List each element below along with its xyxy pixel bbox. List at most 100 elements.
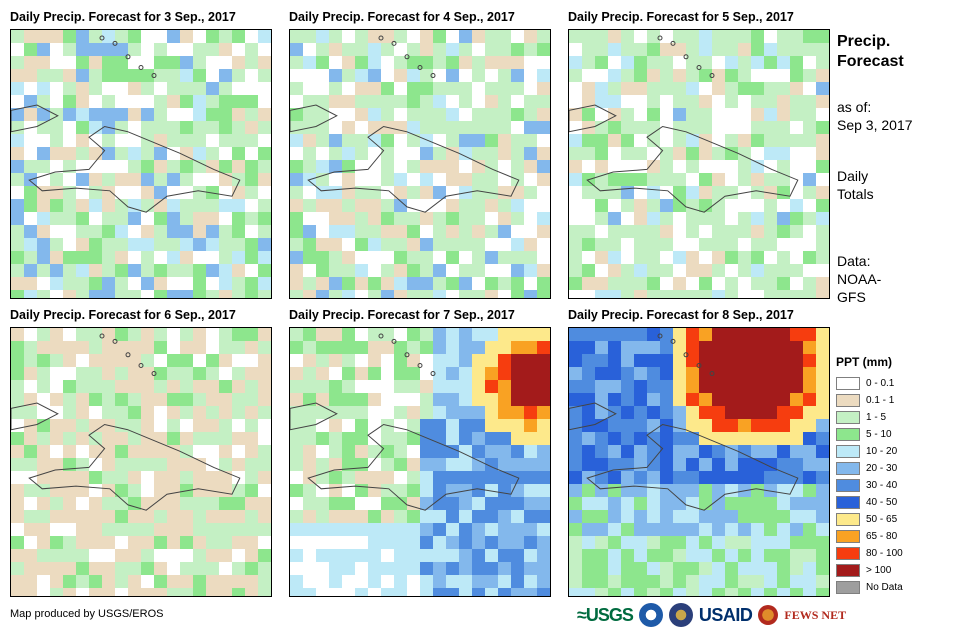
precip-cell xyxy=(76,393,89,406)
precip-cell xyxy=(290,43,303,56)
precip-cell xyxy=(394,238,407,251)
precip-cell xyxy=(245,471,258,484)
precip-cell xyxy=(485,471,498,484)
island-outline xyxy=(125,352,131,358)
precip-cell xyxy=(524,328,537,341)
precip-cell xyxy=(433,95,446,108)
precip-cell xyxy=(193,56,206,69)
precip-cell xyxy=(180,341,193,354)
precip-cell xyxy=(89,471,102,484)
precip-cell xyxy=(686,510,699,523)
precip-cell xyxy=(777,536,790,549)
precip-cell xyxy=(537,121,550,134)
precip-cell xyxy=(582,562,595,575)
precip-cell xyxy=(472,225,485,238)
precip-cell xyxy=(316,432,329,445)
precip-cell xyxy=(368,264,381,277)
precip-cell xyxy=(595,225,608,238)
precip-cell xyxy=(725,43,738,56)
precip-cell xyxy=(777,30,790,43)
precip-cell xyxy=(258,160,271,173)
precip-cell xyxy=(712,328,725,341)
precip-cell xyxy=(258,69,271,82)
precip-cell xyxy=(329,121,342,134)
precip-cell xyxy=(621,290,634,298)
precip-cell xyxy=(258,393,271,406)
precip-cell xyxy=(50,562,63,575)
precip-cell xyxy=(63,147,76,160)
precip-cell xyxy=(37,562,50,575)
precip-cell xyxy=(433,225,446,238)
precip-cell xyxy=(524,458,537,471)
precip-cell xyxy=(485,497,498,510)
precip-cell xyxy=(803,160,816,173)
precip-cell xyxy=(524,536,537,549)
precip-cell xyxy=(329,562,342,575)
precip-cell xyxy=(582,290,595,298)
precip-cell xyxy=(50,588,63,596)
precip-cell xyxy=(303,549,316,562)
precip-cell xyxy=(751,328,764,341)
precip-cell xyxy=(524,30,537,43)
precip-cell xyxy=(128,264,141,277)
precip-cell xyxy=(472,56,485,69)
precip-cell xyxy=(446,497,459,510)
precip-cell xyxy=(569,160,582,173)
usaid-seal-icon xyxy=(668,603,693,627)
legend-item: 5 - 10 xyxy=(836,426,966,443)
precip-cell xyxy=(777,225,790,238)
precip-cell xyxy=(621,277,634,290)
precip-cell xyxy=(368,536,381,549)
precip-cell xyxy=(407,251,420,264)
precip-cell xyxy=(115,251,128,264)
precip-cell xyxy=(686,380,699,393)
precip-cell xyxy=(660,82,673,95)
precip-cell xyxy=(193,147,206,160)
precip-cell xyxy=(394,432,407,445)
precip-cell xyxy=(342,510,355,523)
precip-cell xyxy=(621,199,634,212)
precip-cell xyxy=(329,56,342,69)
precip-cell xyxy=(446,380,459,393)
precip-cell xyxy=(790,432,803,445)
precip-cell xyxy=(485,549,498,562)
precip-cell xyxy=(290,69,303,82)
precip-cell xyxy=(634,134,647,147)
precip-cell xyxy=(11,393,24,406)
precip-cell xyxy=(76,95,89,108)
precip-cell xyxy=(154,471,167,484)
precip-cell xyxy=(245,108,258,121)
precip-cell xyxy=(115,56,128,69)
precip-cell xyxy=(634,523,647,536)
precip-cell xyxy=(777,458,790,471)
precip-cell xyxy=(777,484,790,497)
precip-cell xyxy=(511,341,524,354)
precip-cell xyxy=(245,290,258,298)
precip-cell xyxy=(11,56,24,69)
coastline xyxy=(307,125,520,213)
precip-cell xyxy=(381,549,394,562)
precip-cell xyxy=(582,380,595,393)
precip-cell xyxy=(738,432,751,445)
precip-cell xyxy=(751,419,764,432)
precip-cell xyxy=(303,510,316,523)
precip-cell xyxy=(316,367,329,380)
precip-cell xyxy=(686,147,699,160)
precip-cell xyxy=(167,277,180,290)
precip-cell xyxy=(524,147,537,160)
island-outline xyxy=(670,338,676,344)
precip-cell xyxy=(102,497,115,510)
precip-cell xyxy=(316,406,329,419)
precip-cell xyxy=(11,341,24,354)
precip-cell xyxy=(472,212,485,225)
precip-cell xyxy=(258,212,271,225)
precip-cell xyxy=(76,562,89,575)
precip-cell xyxy=(537,225,550,238)
precip-cell xyxy=(290,393,303,406)
precip-cell xyxy=(232,328,245,341)
legend-item: 40 - 50 xyxy=(836,494,966,511)
precip-cell xyxy=(433,238,446,251)
precip-cell xyxy=(245,536,258,549)
precip-cell xyxy=(167,445,180,458)
precip-cell xyxy=(524,588,537,596)
